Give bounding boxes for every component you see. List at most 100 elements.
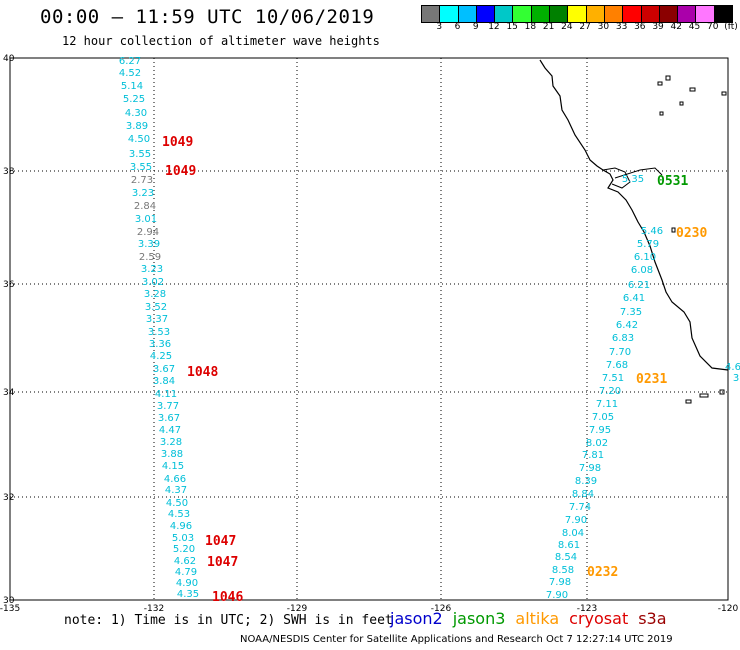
wave-height-value: 4.30 bbox=[125, 108, 147, 119]
wave-height-value: 3.67 bbox=[158, 413, 180, 424]
wave-height-value: 7.35 bbox=[620, 307, 642, 318]
scale-label: 18 bbox=[524, 22, 537, 32]
wave-height-value: 3.77 bbox=[157, 401, 179, 412]
wave-height-value: 4.15 bbox=[162, 461, 184, 472]
wave-height-value: 3.28 bbox=[144, 289, 166, 300]
wave-height-value: 8.84 bbox=[572, 489, 594, 500]
wave-height-value: 3.55 bbox=[130, 162, 152, 173]
wave-height-value: 3.28 bbox=[160, 437, 182, 448]
wave-height-value: 3.37 bbox=[146, 314, 168, 325]
wave-height-value: 7.90 bbox=[565, 515, 587, 526]
wave-height-value: 3.88 bbox=[161, 449, 183, 460]
lake-outline bbox=[719, 389, 725, 395]
latitude-label: 40 bbox=[3, 54, 15, 64]
wave-height-value: 6.42 bbox=[616, 320, 638, 331]
lake-outline bbox=[659, 111, 664, 116]
scale-swatch bbox=[641, 6, 660, 22]
latitude-label: 36 bbox=[3, 280, 15, 290]
color-scale-legend bbox=[421, 5, 733, 23]
lake-outline bbox=[721, 91, 727, 96]
scale-label: 6 bbox=[454, 22, 461, 32]
scale-swatch bbox=[678, 6, 697, 22]
wave-height-value: 5.14 bbox=[121, 81, 143, 92]
latitude-label: 30 bbox=[3, 596, 15, 606]
wave-height-value: 4.37 bbox=[165, 485, 187, 496]
scale-swatch bbox=[586, 6, 605, 22]
scale-label: 42 bbox=[670, 22, 683, 32]
scale-label: 12 bbox=[488, 22, 500, 32]
wave-height-value: 8.61 bbox=[558, 540, 580, 551]
wave-height-value: 4.35 bbox=[177, 589, 199, 600]
pass-time-label: 0231 bbox=[636, 372, 667, 387]
scale-swatch bbox=[513, 6, 532, 22]
wave-height-value: 3.84 bbox=[153, 376, 175, 387]
satellite-legend: jason2 jason3 altika cryosat s3a bbox=[390, 609, 677, 628]
wave-height-value: 4.96 bbox=[170, 521, 192, 532]
wave-height-value: 2.59 bbox=[139, 252, 161, 263]
scale-swatch bbox=[623, 6, 642, 22]
wave-height-value: 7.70 bbox=[609, 347, 631, 358]
wave-height-value: 6.10 bbox=[634, 252, 656, 263]
wave-height-value: 3.36 bbox=[149, 339, 171, 350]
wave-height-value: 5.35 bbox=[622, 174, 644, 185]
scale-swatch bbox=[659, 6, 679, 22]
wave-height-value: 4.53 bbox=[168, 509, 190, 520]
scale-swatch bbox=[458, 6, 477, 22]
scale-swatch bbox=[550, 6, 569, 22]
pass-time-label: 1049 bbox=[162, 135, 193, 150]
satellite-legend-item: altika bbox=[515, 609, 560, 628]
map-frame bbox=[9, 57, 729, 601]
scale-swatch bbox=[696, 6, 715, 22]
scale-label: 24 bbox=[561, 22, 573, 32]
latitude-label: 38 bbox=[3, 167, 15, 177]
wave-height-value: 4.47 bbox=[159, 425, 181, 436]
scale-label: 36 bbox=[634, 22, 646, 32]
wave-height-value: 2.73 bbox=[131, 175, 153, 186]
wave-height-value: 7.74 bbox=[569, 502, 591, 513]
wave-height-value: 7.98 bbox=[579, 463, 601, 474]
wave-height-value: 3.23 bbox=[141, 264, 163, 275]
pass-time-label: 1047 bbox=[207, 555, 238, 570]
wave-height-value: 7.51 bbox=[602, 373, 624, 384]
wave-height-value: 8.02 bbox=[586, 438, 608, 449]
pass-time-label: 1049 bbox=[165, 164, 196, 179]
wave-height-value: 3.89 bbox=[126, 121, 148, 132]
satellite-legend-item: jason3 bbox=[452, 609, 506, 628]
map-title: 00:00 – 11:59 UTC 10/06/2019 bbox=[40, 6, 375, 28]
latitude-label: 32 bbox=[3, 493, 14, 503]
wave-height-value: 7.20 bbox=[599, 386, 621, 397]
scale-label: 9 bbox=[472, 22, 479, 32]
scale-label: 39 bbox=[652, 22, 664, 32]
wave-height-value: 7.98 bbox=[549, 577, 571, 588]
wave-height-value: 4.90 bbox=[176, 578, 198, 589]
wave-height-value: 4.50 bbox=[128, 134, 150, 145]
wave-height-value: 8.39 bbox=[575, 476, 597, 487]
wave-height-value: 4.79 bbox=[175, 567, 197, 578]
wave-height-value: 3.52 bbox=[145, 302, 167, 313]
scale-swatch bbox=[440, 6, 459, 22]
longitude-label: -123 bbox=[577, 604, 597, 614]
map-footer: NOAA/NESDIS Center for Satellite Applica… bbox=[240, 634, 673, 645]
scale-label: 15 bbox=[506, 22, 518, 32]
wave-height-value: 6.08 bbox=[631, 265, 653, 276]
wave-height-value: 3.39 bbox=[138, 239, 160, 250]
wave-height-value: 2.84 bbox=[134, 201, 156, 212]
pass-time-label: 0531 bbox=[657, 174, 688, 189]
lake-outline bbox=[679, 101, 684, 106]
latitude-label: 34 bbox=[3, 388, 15, 398]
wave-height-value: 7.11 bbox=[596, 399, 618, 410]
wave-height-value: 8.54 bbox=[555, 552, 577, 563]
wave-height-value: 4.62 bbox=[174, 556, 196, 567]
pass-time-label: 1047 bbox=[205, 534, 236, 549]
satellite-legend-item: jason2 bbox=[390, 609, 443, 628]
wave-height-value: 4.25 bbox=[150, 351, 172, 362]
scale-swatch bbox=[476, 6, 496, 22]
delta-outline bbox=[614, 167, 663, 179]
lake-outline bbox=[699, 393, 709, 398]
wave-height-value: 3.23 bbox=[132, 188, 154, 199]
wave-height-value: 3.01 bbox=[135, 214, 157, 225]
scale-label: 27 bbox=[579, 22, 591, 32]
wave-height-value: 4.66 bbox=[164, 474, 186, 485]
wave-height-value: 4.52 bbox=[119, 68, 141, 79]
wave-height-value: 8.04 bbox=[562, 528, 584, 539]
